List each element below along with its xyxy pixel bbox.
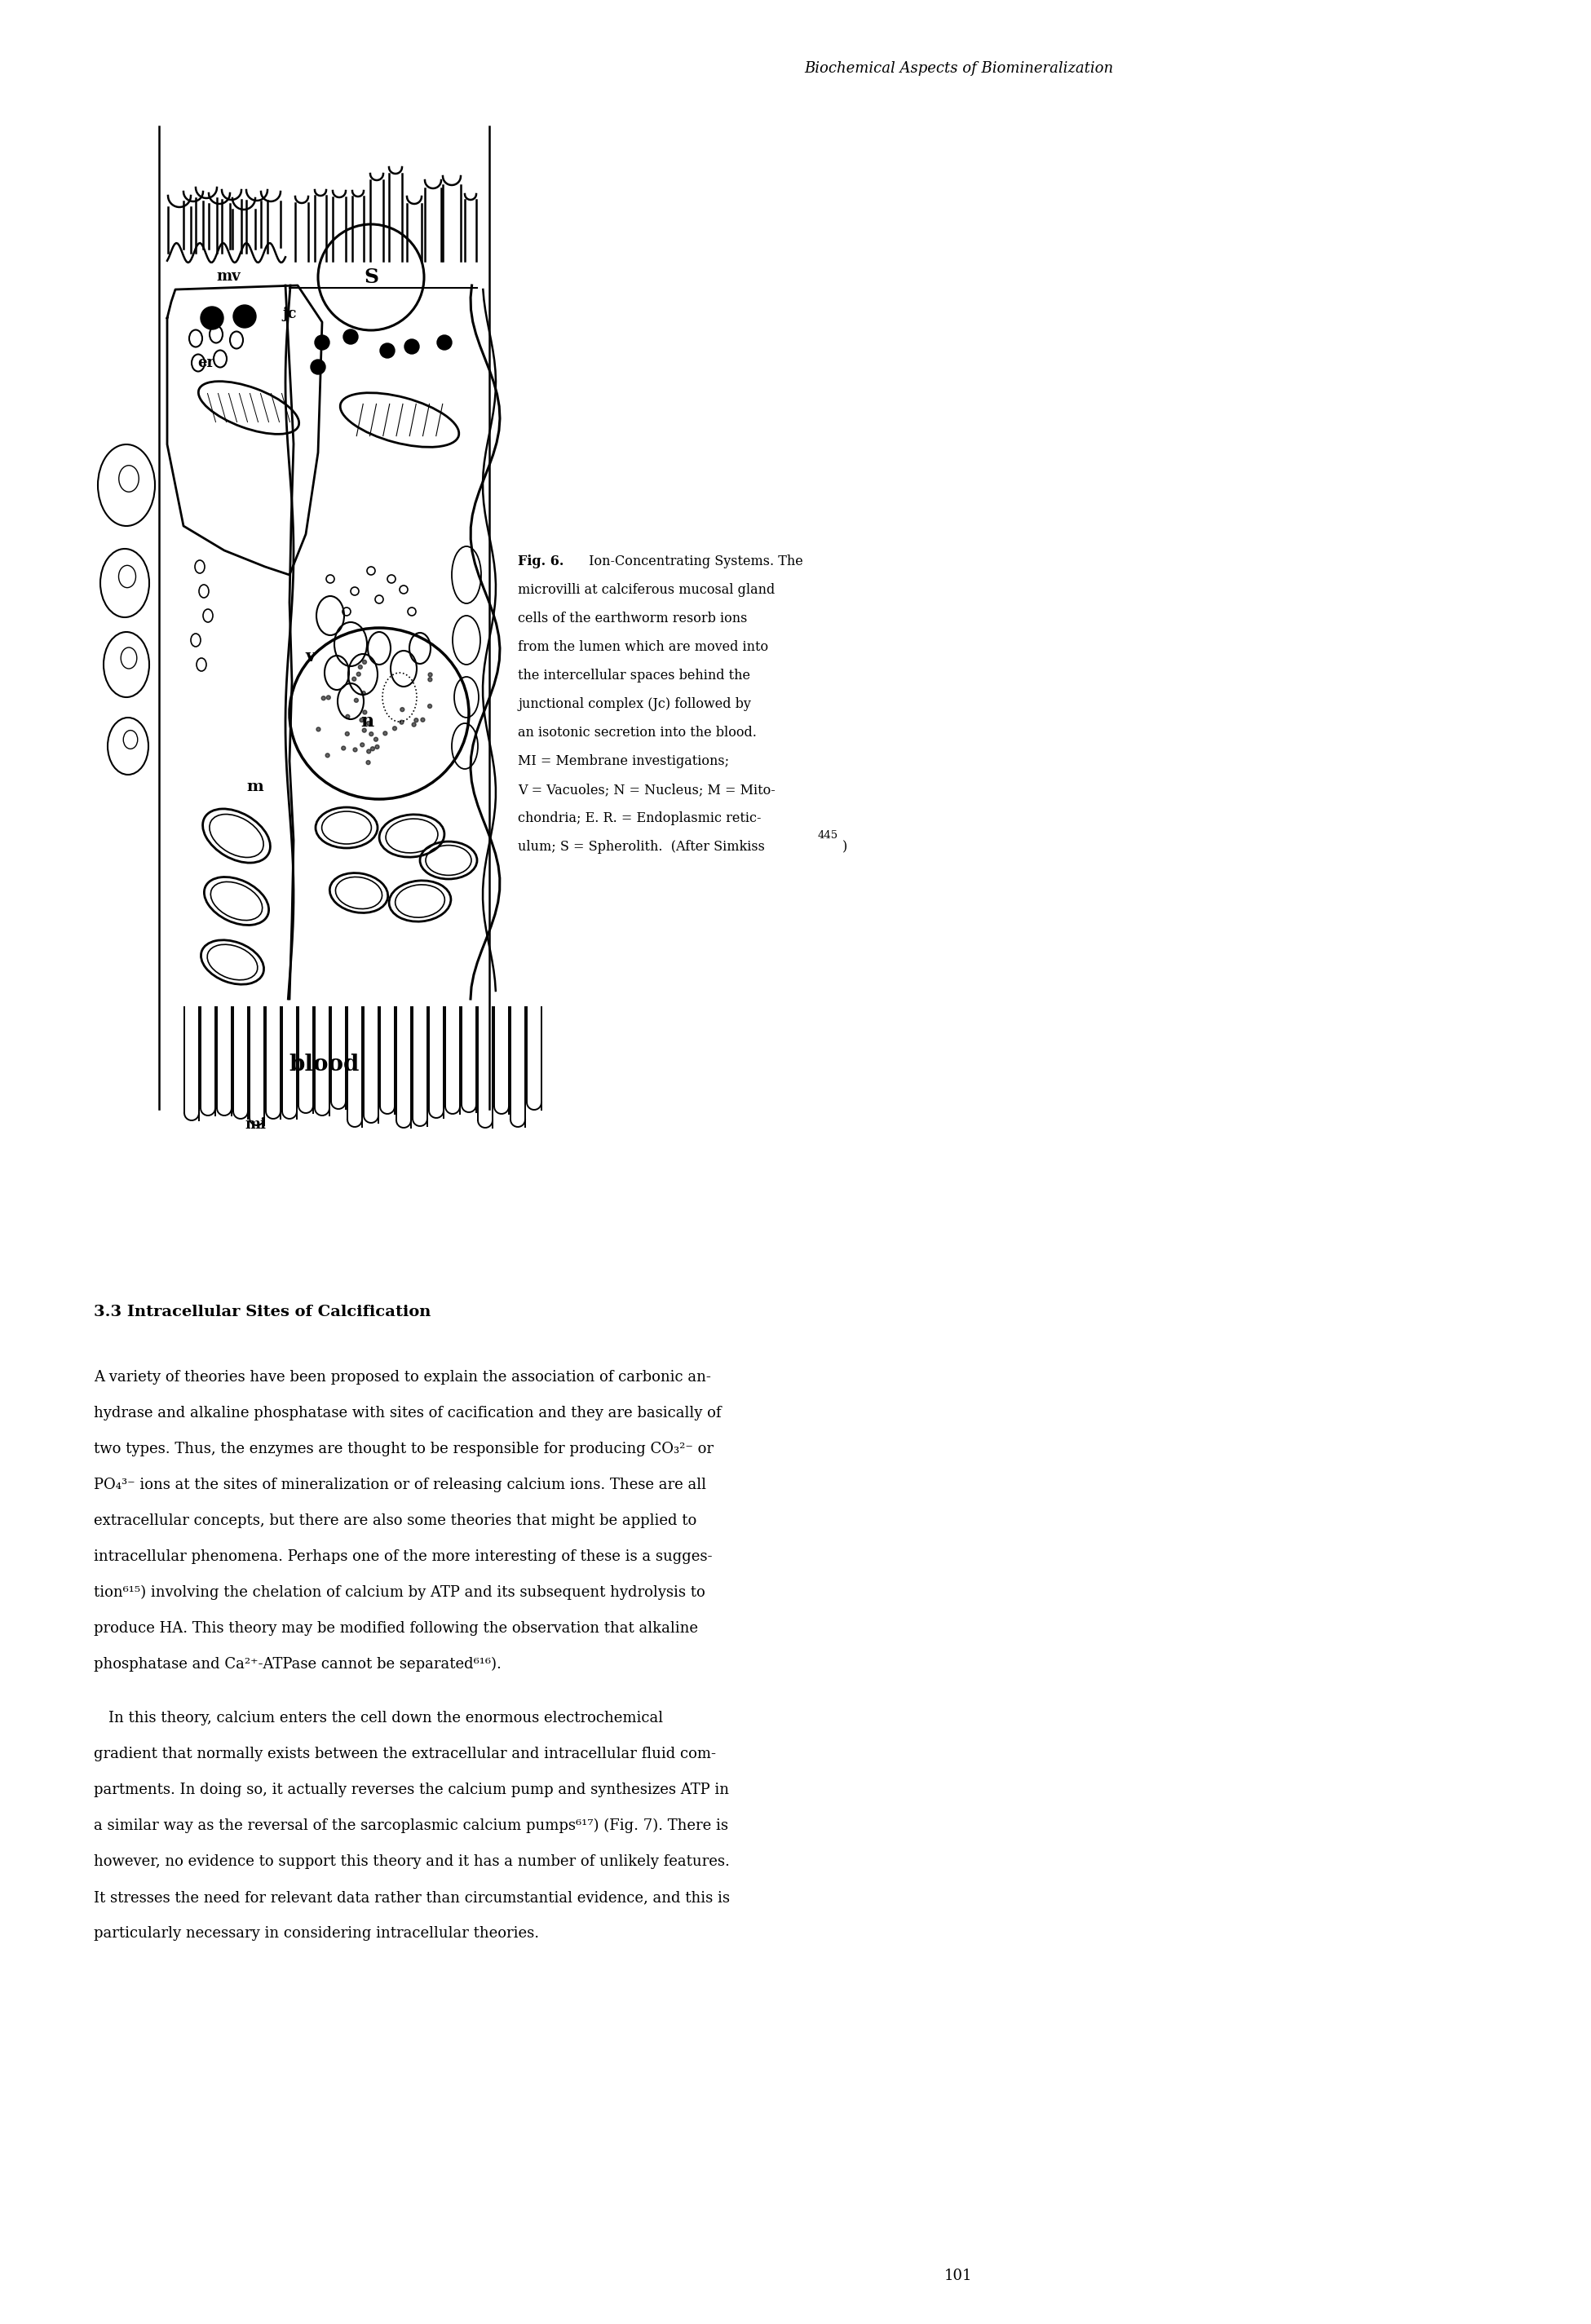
Text: tion⁶¹⁵) involving the chelation of calcium by ATP and its subsequent hydrolysis: tion⁶¹⁵) involving the chelation of calc…: [94, 1585, 705, 1601]
Circle shape: [366, 720, 371, 725]
Text: PO₄³⁻ ions at the sites of mineralization or of releasing calcium ions. These ar: PO₄³⁻ ions at the sites of mineralizatio…: [94, 1478, 706, 1492]
Circle shape: [399, 720, 404, 725]
Circle shape: [420, 718, 425, 723]
Text: 101: 101: [945, 2268, 972, 2282]
Circle shape: [363, 660, 366, 665]
Text: partments. In doing so, it actually reverses the calcium pump and synthesizes AT: partments. In doing so, it actually reve…: [94, 1783, 729, 1796]
Text: extracellular concepts, but there are also some theories that might be applied t: extracellular concepts, but there are al…: [94, 1513, 697, 1529]
Circle shape: [358, 665, 363, 669]
Text: n: n: [361, 713, 374, 730]
Circle shape: [380, 344, 395, 358]
Text: ): ): [842, 839, 848, 853]
Text: hydrase and alkaline phosphatase with sites of cacification and they are basical: hydrase and alkaline phosphatase with si…: [94, 1406, 721, 1420]
Text: jc: jc: [282, 307, 296, 321]
Circle shape: [374, 737, 379, 741]
Text: A variety of theories have been proposed to explain the association of carbonic : A variety of theories have been proposed…: [94, 1369, 711, 1385]
Text: 445: 445: [818, 830, 838, 841]
Circle shape: [345, 713, 350, 718]
Circle shape: [200, 307, 223, 330]
Circle shape: [412, 723, 415, 727]
Text: produce HA. This theory may be modified following the observation that alkaline: produce HA. This theory may be modified …: [94, 1622, 698, 1636]
Circle shape: [356, 672, 361, 676]
Circle shape: [321, 697, 326, 700]
Circle shape: [360, 744, 364, 746]
Circle shape: [363, 727, 366, 732]
Text: mv: mv: [216, 270, 240, 284]
Text: a similar way as the reversal of the sarcoplasmic calcium pumps⁶¹⁷) (Fig. 7). Th: a similar way as the reversal of the sar…: [94, 1817, 729, 1834]
Circle shape: [352, 676, 356, 681]
Circle shape: [353, 748, 358, 751]
Circle shape: [326, 695, 331, 700]
Circle shape: [342, 746, 345, 751]
Circle shape: [414, 718, 418, 723]
Circle shape: [371, 746, 374, 751]
Text: Biochemical Aspects of Biomineralization: Biochemical Aspects of Biomineralization: [803, 60, 1114, 77]
Circle shape: [366, 760, 371, 765]
Circle shape: [375, 746, 379, 748]
Text: chondria; E. R. = Endoplasmic retic-: chondria; E. R. = Endoplasmic retic-: [517, 811, 760, 825]
Text: er: er: [197, 356, 215, 370]
Text: v: v: [305, 648, 315, 665]
Text: phosphatase and Ca²⁺-ATPase cannot be separated⁶¹⁶).: phosphatase and Ca²⁺-ATPase cannot be se…: [94, 1657, 501, 1671]
Circle shape: [234, 304, 256, 328]
Text: Fig. 6.: Fig. 6.: [517, 555, 563, 569]
Circle shape: [360, 718, 364, 723]
Text: microvilli at calciferous mucosal gland: microvilli at calciferous mucosal gland: [517, 583, 775, 597]
Circle shape: [401, 706, 404, 711]
Text: particularly necessary in considering intracellular theories.: particularly necessary in considering in…: [94, 1927, 539, 1941]
Circle shape: [363, 711, 368, 713]
Text: blood: blood: [290, 1053, 360, 1076]
Circle shape: [310, 360, 326, 374]
Circle shape: [428, 672, 433, 676]
Circle shape: [361, 690, 366, 695]
Text: 3.3 Intracellular Sites of Calcification: 3.3 Intracellular Sites of Calcification: [94, 1304, 431, 1320]
Text: cells of the earthworm resorb ions: cells of the earthworm resorb ions: [517, 611, 748, 625]
Text: junctional complex (Jc) followed by: junctional complex (Jc) followed by: [517, 697, 751, 711]
Text: mi: mi: [245, 1118, 266, 1132]
Text: however, no evidence to support this theory and it has a number of unlikely feat: however, no evidence to support this the…: [94, 1855, 730, 1868]
Circle shape: [355, 697, 358, 702]
Circle shape: [383, 732, 387, 734]
Text: In this theory, calcium enters the cell down the enormous electrochemical: In this theory, calcium enters the cell …: [94, 1710, 663, 1724]
Text: gradient that normally exists between the extracellular and intracellular fluid : gradient that normally exists between th…: [94, 1748, 716, 1762]
Circle shape: [369, 732, 374, 737]
Text: intracellular phenomena. Perhaps one of the more interesting of these is a sugge: intracellular phenomena. Perhaps one of …: [94, 1550, 713, 1564]
Circle shape: [344, 330, 358, 344]
Text: S: S: [364, 267, 379, 288]
Circle shape: [317, 727, 320, 732]
Text: from the lumen which are moved into: from the lumen which are moved into: [517, 639, 768, 653]
Text: m: m: [247, 779, 264, 795]
Circle shape: [315, 335, 329, 351]
Circle shape: [326, 753, 329, 758]
Circle shape: [438, 335, 452, 351]
Circle shape: [368, 748, 371, 753]
Circle shape: [404, 339, 418, 353]
Text: ulum; S = Spherolith.  (After Simkiss: ulum; S = Spherolith. (After Simkiss: [517, 839, 765, 853]
Circle shape: [428, 679, 433, 681]
Text: two types. Thus, the enzymes are thought to be responsible for producing CO₃²⁻ o: two types. Thus, the enzymes are thought…: [94, 1441, 713, 1457]
Text: an isotonic secretion into the blood.: an isotonic secretion into the blood.: [517, 725, 757, 739]
Text: the intercellular spaces behind the: the intercellular spaces behind the: [517, 669, 751, 683]
Text: It stresses the need for relevant data rather than circumstantial evidence, and : It stresses the need for relevant data r…: [94, 1889, 730, 1906]
Circle shape: [428, 704, 431, 709]
Text: MI = Membrane investigations;: MI = Membrane investigations;: [517, 755, 729, 769]
Circle shape: [345, 732, 350, 737]
Text: V = Vacuoles; N = Nucleus; M = Mito-: V = Vacuoles; N = Nucleus; M = Mito-: [517, 783, 775, 797]
Text: Ion-Concentrating Systems. The: Ion-Concentrating Systems. The: [585, 555, 803, 569]
Circle shape: [393, 727, 396, 730]
